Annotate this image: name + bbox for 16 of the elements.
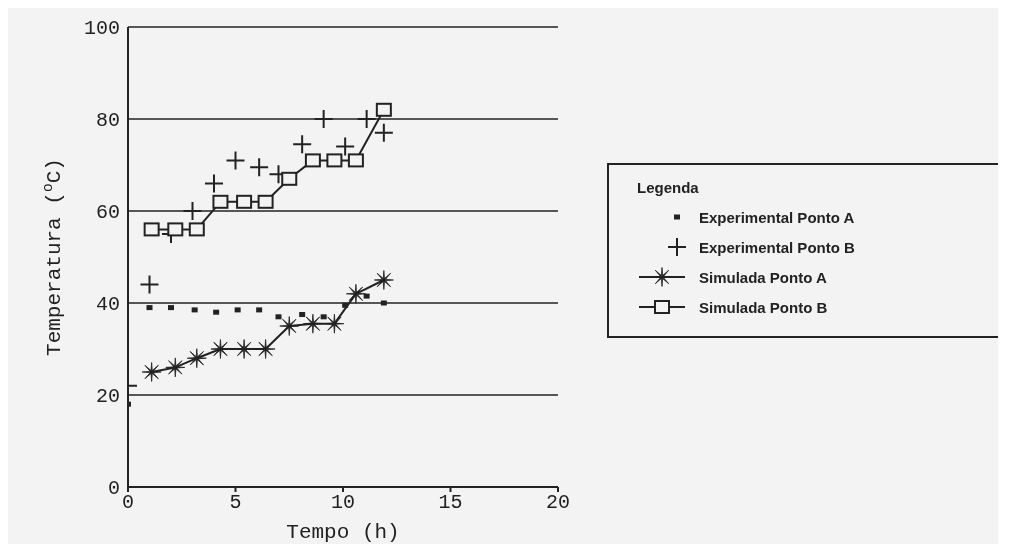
legend-label: Simulada Ponto B [699,298,828,316]
legend-title: Legenda [637,179,700,196]
legend-label: Experimental Ponto A [699,208,855,226]
x-tick-label: 20 [545,491,571,515]
y-tick-label: 100 [83,17,120,41]
y-tick-label: 20 [95,385,120,409]
y-tick-label: 80 [95,109,120,133]
x-tick-label: 10 [330,491,356,515]
y-tick-label: 40 [95,293,120,317]
x-tick-label: 5 [229,491,242,515]
x-axis-title: Tempo (h) [286,521,400,544]
legend-label: Simulada Ponto A [699,268,827,286]
legend-label: Experimental Ponto B [699,238,855,256]
x-tick-label: 0 [121,491,135,515]
x-tick-label: 15 [438,491,463,515]
y-tick-label: 60 [95,201,120,225]
